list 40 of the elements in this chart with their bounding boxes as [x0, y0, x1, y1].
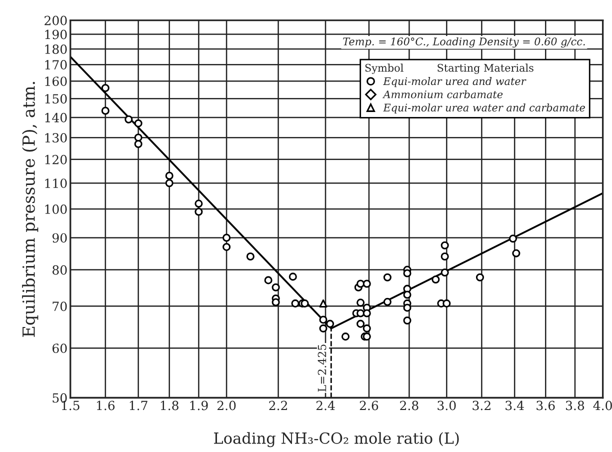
- x-tick-label: 1.8: [160, 400, 178, 410]
- y-tick-label: 200: [44, 16, 67, 26]
- y-tick-label: 180: [45, 44, 67, 54]
- x-tick-label: 2.2: [269, 400, 287, 410]
- x-tick-label: 1.9: [190, 400, 208, 410]
- y-tick-label: 130: [45, 133, 67, 143]
- y-tick-label: 140: [45, 112, 67, 122]
- x-tick-label: 1.6: [97, 400, 115, 410]
- y-axis-title: Equilibrium pressure (P), atm.: [22, 82, 38, 337]
- x-tick-label: 3.0: [438, 400, 456, 410]
- x-tick-label: 1.5: [62, 400, 80, 410]
- x-tick-label: 1.7: [130, 400, 148, 410]
- legend-title: Symbol Starting Materials: [365, 64, 534, 74]
- y-tick-label: 120: [45, 154, 67, 164]
- y-tick-label: 80: [52, 265, 67, 275]
- x-tick-label: 2.6: [360, 400, 378, 410]
- x-tick-label: 3.2: [472, 400, 490, 410]
- x-tick-label: 2.8: [400, 400, 418, 410]
- y-tick-label: 110: [45, 178, 67, 188]
- y-tick-label: 70: [52, 302, 67, 312]
- y-tick-label: 60: [52, 344, 67, 354]
- y-tick-label: 150: [45, 94, 67, 104]
- annotation: Temp. = 160°C., Loading Density = 0.60 g/cc.: [343, 37, 585, 48]
- ref-line-label: L=2.425: [318, 344, 326, 392]
- legend-label: Equi-molar urea water and carbamate: [383, 103, 585, 114]
- x-tick-label: 4.0: [593, 400, 612, 410]
- y-tick-label: 190: [45, 30, 67, 40]
- y-tick-label: 50: [52, 393, 67, 403]
- y-tick-label: 160: [45, 76, 67, 86]
- legend-label: Equi-molar urea and water: [383, 77, 526, 88]
- x-axis-title: Loading NH₃-CO₂ mole ratio (L): [214, 432, 459, 448]
- y-tick-label: 90: [52, 233, 67, 243]
- x-tick-label: 2.0: [217, 400, 236, 410]
- x-tick-label: 2.4: [316, 400, 335, 410]
- x-tick-label: 3.8: [566, 400, 584, 410]
- legend-label: Ammonium carbamate: [382, 90, 503, 98]
- x-tick-label: 3.4: [506, 400, 524, 410]
- y-tick-label: 170: [45, 60, 67, 70]
- x-tick-label: 3.6: [536, 400, 555, 410]
- y-tick-label: 100: [45, 204, 67, 214]
